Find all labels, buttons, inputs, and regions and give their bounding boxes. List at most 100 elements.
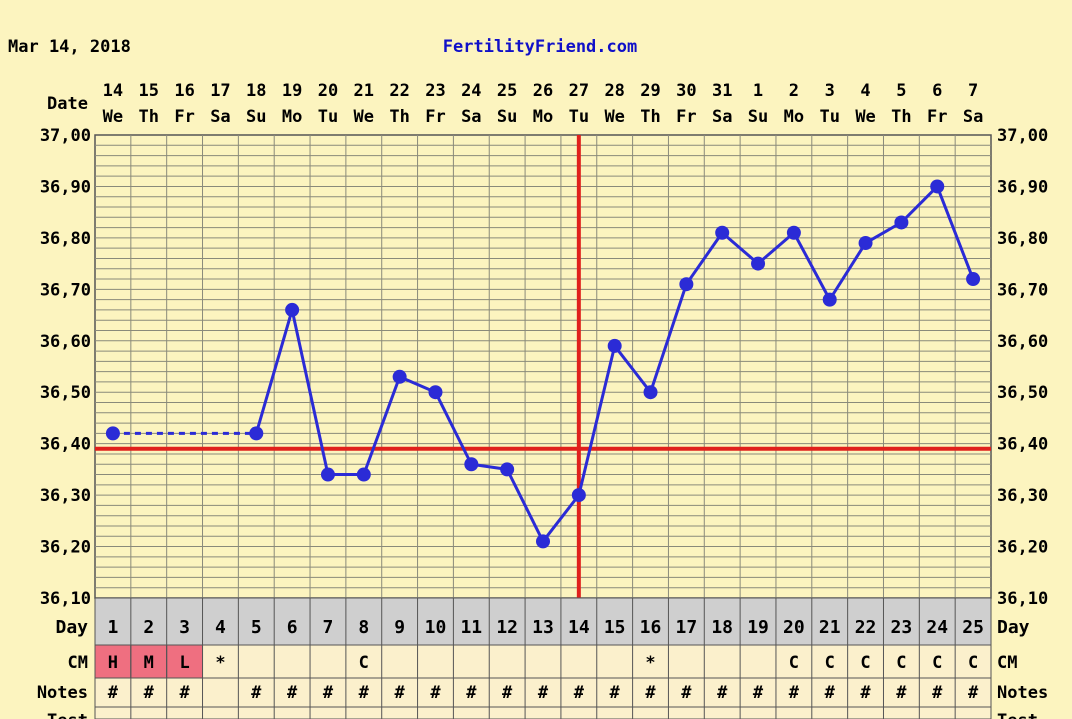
date-tick-label: 31 bbox=[712, 81, 732, 101]
day-row-label-left: Day bbox=[55, 617, 88, 638]
cm-value: C bbox=[968, 653, 978, 673]
notes-value: # bbox=[610, 683, 621, 703]
data-point bbox=[715, 225, 730, 240]
cm-value: * bbox=[215, 653, 225, 673]
series-line-segment bbox=[649, 283, 688, 393]
notes-value: # bbox=[179, 683, 190, 703]
notes-value: # bbox=[574, 683, 585, 703]
notes-value: # bbox=[287, 683, 298, 703]
weekday-tick-label: Sa bbox=[712, 107, 732, 127]
day-number: 17 bbox=[676, 617, 698, 638]
day-number: 23 bbox=[891, 617, 913, 638]
series-line-segment bbox=[757, 231, 795, 265]
y-tick-label-right: 36,40 bbox=[997, 435, 1048, 455]
cm-value: M bbox=[144, 653, 154, 673]
weekday-tick-label: Sa bbox=[210, 107, 230, 127]
data-point bbox=[930, 179, 945, 194]
data-point bbox=[679, 277, 694, 292]
date-tick-label: 2 bbox=[789, 81, 799, 101]
weekday-tick-label: Th bbox=[640, 107, 660, 127]
date-tick-label: 21 bbox=[354, 81, 374, 101]
weekday-tick-label: Mo bbox=[282, 107, 302, 127]
data-point bbox=[464, 457, 479, 472]
date-tick-label: 6 bbox=[932, 81, 942, 101]
date-tick-label: 4 bbox=[860, 81, 870, 101]
cm-value: C bbox=[896, 653, 906, 673]
axis-labels: 37,00 37,00 36,90 36,90 36,80 36,80 36,70 36,70… bbox=[40, 81, 1048, 609]
day-number: 19 bbox=[747, 617, 769, 638]
notes-value: # bbox=[645, 683, 656, 703]
y-tick-label-right: 36,20 bbox=[997, 538, 1048, 558]
weekday-tick-label: Tu bbox=[569, 107, 589, 127]
y-tick-label-left: 36,70 bbox=[40, 280, 91, 300]
date-tick-label: 30 bbox=[676, 81, 696, 101]
weekday-tick-label: Tu bbox=[318, 107, 338, 127]
data-point bbox=[105, 426, 120, 441]
day-number: 18 bbox=[711, 617, 733, 638]
notes-row-label-right: Notes bbox=[997, 683, 1048, 703]
weekday-tick-label: Tu bbox=[819, 107, 839, 127]
series-line-segment bbox=[577, 345, 617, 496]
cm-highlight-cell bbox=[130, 644, 168, 679]
y-tick-label-right: 36,90 bbox=[997, 177, 1048, 197]
cm-value: H bbox=[108, 653, 118, 673]
notes-value: # bbox=[395, 683, 406, 703]
data-point bbox=[536, 534, 550, 549]
y-tick-label-left: 37,00 bbox=[40, 126, 91, 146]
day-number: 5 bbox=[251, 617, 262, 638]
series-line-segment bbox=[254, 309, 294, 434]
weekday-tick-label: Su bbox=[246, 107, 266, 127]
y-tick-label-right: 36,50 bbox=[997, 383, 1048, 403]
series-line-segment bbox=[792, 232, 832, 301]
weekday-tick-label: Th bbox=[139, 107, 159, 127]
notes-value: # bbox=[825, 683, 836, 703]
test-row-label-left: Test bbox=[47, 711, 88, 719]
data-point bbox=[356, 467, 371, 482]
day-number: 7 bbox=[323, 617, 334, 638]
cm-highlight-cell bbox=[166, 644, 204, 679]
weekday-tick-label: Sa bbox=[963, 107, 983, 127]
date-tick-label: 26 bbox=[533, 81, 553, 101]
data-point bbox=[500, 462, 515, 477]
series-line-segment bbox=[900, 185, 939, 224]
day-number: 22 bbox=[855, 617, 877, 638]
day-number: 15 bbox=[604, 617, 626, 638]
data-point bbox=[894, 215, 909, 230]
y-tick-label-right: 36,70 bbox=[997, 280, 1048, 300]
day-number: 1 bbox=[107, 617, 118, 638]
test-row-background bbox=[94, 706, 992, 719]
notes-value: # bbox=[466, 683, 477, 703]
date-tick-label: 15 bbox=[139, 81, 159, 101]
weekday-tick-label: We bbox=[855, 107, 875, 127]
data-points bbox=[105, 179, 981, 549]
day-number: 6 bbox=[287, 617, 298, 638]
date-tick-label: 14 bbox=[103, 81, 123, 101]
weekday-tick-label: Th bbox=[891, 107, 911, 127]
y-tick-label-left: 36,20 bbox=[40, 538, 91, 558]
data-point bbox=[428, 385, 443, 400]
notes-value: # bbox=[789, 683, 800, 703]
series-line-segment bbox=[290, 309, 330, 475]
weekday-tick-label: Fr bbox=[174, 107, 194, 127]
date-tick-label: 17 bbox=[210, 81, 230, 101]
series-line-segment bbox=[362, 376, 402, 476]
chart-date: Mar 14, 2018 bbox=[8, 37, 131, 57]
y-tick-label-right: 36,10 bbox=[997, 589, 1048, 609]
series-line-segment bbox=[828, 242, 867, 301]
notes-value: # bbox=[323, 683, 334, 703]
series-line-segment bbox=[935, 185, 975, 280]
cm-highlight-cell bbox=[94, 644, 132, 679]
weekday-tick-label: We bbox=[103, 107, 123, 127]
notes-value: # bbox=[502, 683, 513, 703]
weekday-tick-label: Th bbox=[389, 107, 409, 127]
date-tick-label: 5 bbox=[896, 81, 906, 101]
day-number: 8 bbox=[358, 617, 369, 638]
notes-value: # bbox=[108, 683, 119, 703]
notes-value: # bbox=[359, 683, 370, 703]
y-tick-label-left: 36,40 bbox=[40, 435, 91, 455]
notes-value: # bbox=[896, 683, 907, 703]
day-number: 20 bbox=[783, 617, 805, 638]
data-point bbox=[392, 369, 407, 384]
day-row-label-right: Day bbox=[997, 617, 1030, 638]
